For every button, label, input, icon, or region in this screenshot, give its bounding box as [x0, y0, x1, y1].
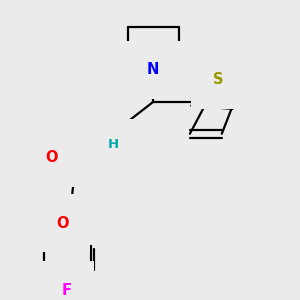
Text: N: N	[147, 62, 159, 77]
Text: H: H	[108, 138, 119, 152]
Text: F: F	[62, 283, 72, 298]
Text: O: O	[45, 150, 57, 165]
Text: O: O	[56, 216, 68, 231]
Text: N: N	[92, 139, 104, 154]
Text: S: S	[213, 72, 224, 87]
